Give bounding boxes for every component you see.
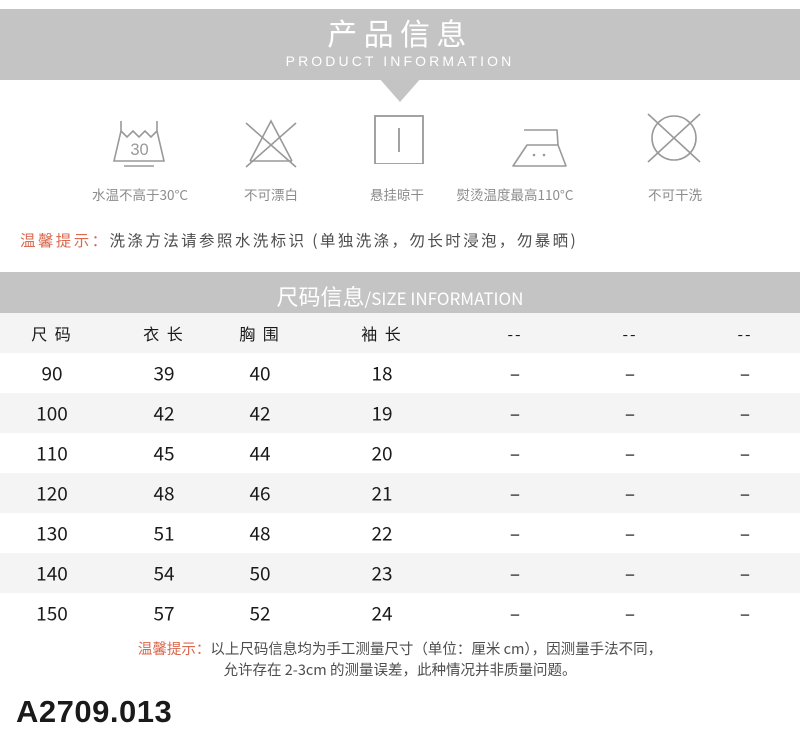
svg-text:30: 30 [130,141,148,159]
